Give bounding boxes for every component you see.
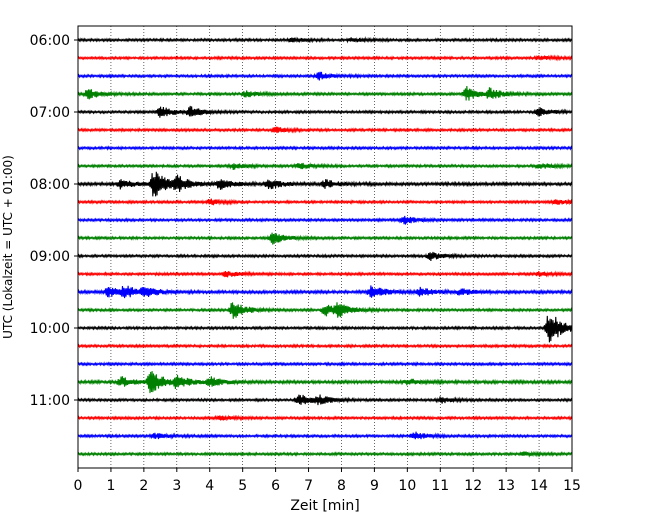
trace-0700 xyxy=(77,105,573,118)
x-tick-label-8: 8 xyxy=(337,478,346,494)
trace-0645 xyxy=(77,86,573,101)
x-tick-label-7: 7 xyxy=(304,478,313,494)
plot-frame xyxy=(77,25,573,469)
x-tick-label-13: 13 xyxy=(497,478,515,494)
x-tick-label-1: 1 xyxy=(106,478,115,494)
y-tick-label-5: 11:00 xyxy=(30,393,70,409)
y-tick-label-3: 09:00 xyxy=(30,249,70,265)
x-tick-label-4: 4 xyxy=(205,478,214,494)
x-axis-label: Zeit [min] xyxy=(290,498,359,514)
trace-1045 xyxy=(77,371,573,394)
y-tick-label-4: 10:00 xyxy=(30,321,70,337)
x-tick-label-6: 6 xyxy=(271,478,280,494)
trace-1000 xyxy=(77,315,573,343)
trace-1130 xyxy=(77,431,573,440)
trace-0815 xyxy=(77,198,573,206)
trace-0945 xyxy=(77,302,573,319)
trace-0900 xyxy=(77,251,573,261)
trace-0830 xyxy=(77,215,573,225)
trace-0730 xyxy=(77,145,573,151)
trace-0800 xyxy=(77,171,573,197)
trace-0915 xyxy=(77,270,573,278)
y-tick-label-0: 06:00 xyxy=(30,33,70,49)
trace-1145 xyxy=(77,450,573,458)
x-tick-label-9: 9 xyxy=(370,478,379,494)
trace-1015 xyxy=(77,343,573,349)
x-tick-label-14: 14 xyxy=(530,478,548,494)
trace-1100 xyxy=(77,394,573,406)
seismogram-traces xyxy=(77,36,573,458)
x-tick-label-5: 5 xyxy=(238,478,247,494)
x-tick-label-0: 0 xyxy=(74,478,83,494)
trace-0930 xyxy=(77,285,573,299)
y-tick-label-1: 07:00 xyxy=(30,105,70,121)
x-tick-label-10: 10 xyxy=(398,478,416,494)
trace-0615 xyxy=(77,54,573,62)
trace-0630 xyxy=(77,71,573,81)
x-axis-ticks: 0 1 2 3 4 5 6 7 8 9 10 11 12 13 14 15 xyxy=(74,468,581,494)
y-axis-ticks: 06:00 07:00 08:00 09:00 10:00 11:00 xyxy=(30,33,78,409)
x-tick-label-15: 15 xyxy=(563,478,581,494)
y-tick-label-2: 08:00 xyxy=(30,177,70,193)
trace-1115 xyxy=(77,414,573,422)
trace-0715 xyxy=(77,126,573,134)
x-tick-label-11: 11 xyxy=(431,478,449,494)
trace-0845 xyxy=(77,232,573,245)
x-tick-label-12: 12 xyxy=(464,478,482,494)
x-tick-label-2: 2 xyxy=(139,478,148,494)
y-axis-label: UTC (Lokalzeit = UTC + 01:00) xyxy=(1,155,15,339)
trace-0600 xyxy=(77,36,573,44)
x-tick-label-3: 3 xyxy=(172,478,181,494)
trace-1030 xyxy=(77,361,573,367)
trace-0745 xyxy=(77,162,573,170)
